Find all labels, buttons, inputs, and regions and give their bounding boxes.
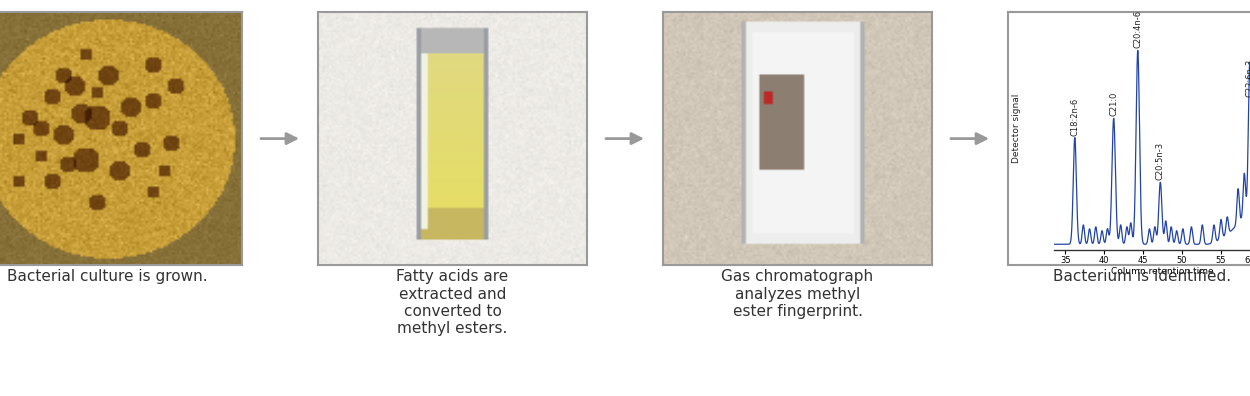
Text: Bacterium is identified.: Bacterium is identified.: [1054, 269, 1231, 284]
Text: Fatty acids are
extracted and
converted to
methyl esters.: Fatty acids are extracted and converted …: [396, 269, 509, 337]
Text: Bacterial culture is grown.: Bacterial culture is grown.: [8, 269, 208, 284]
Text: Detector signal: Detector signal: [1011, 94, 1021, 163]
Text: Gas chromatograph
analyzes methyl
ester fingerprint.: Gas chromatograph analyzes methyl ester …: [721, 269, 874, 319]
